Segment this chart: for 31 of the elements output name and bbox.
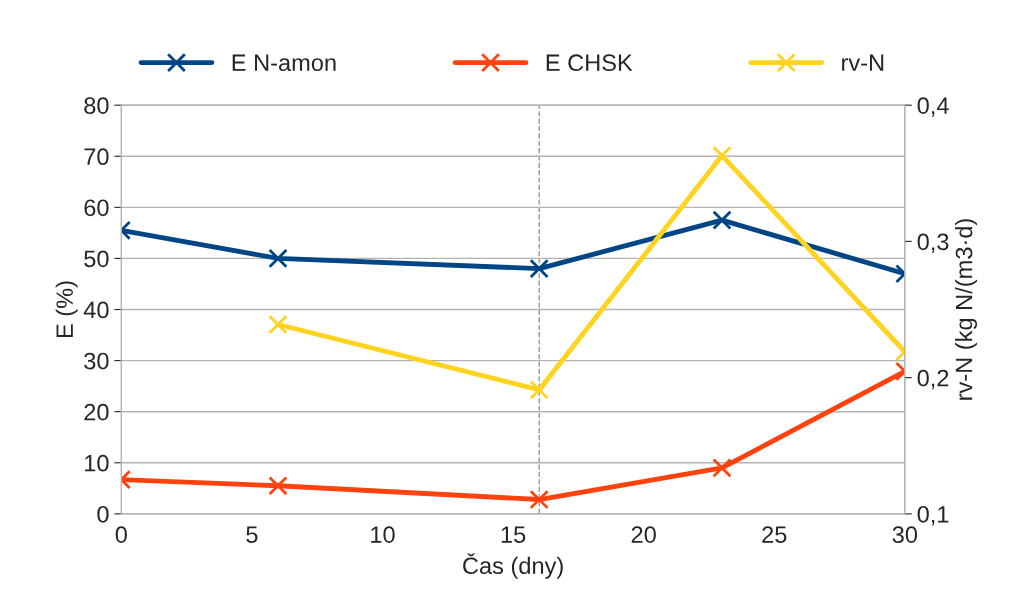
- y2-tick-label: 0,1: [917, 505, 949, 526]
- point: [712, 145, 732, 166]
- point: [529, 489, 549, 510]
- x-tick-label: 25: [762, 526, 787, 543]
- y-tick-label: 60: [84, 199, 109, 217]
- y2-axis-title: rv-N (kg N/(m3·d): [955, 219, 978, 400]
- point: [268, 314, 288, 335]
- y-axis-title: E (%): [55, 281, 78, 338]
- y-tick-label: 70: [84, 148, 109, 166]
- y-tick-label: 0: [97, 505, 109, 523]
- y-tick-label: 10: [85, 454, 109, 472]
- y-tick-label: 80: [84, 97, 109, 114]
- y-tick-label: 40: [83, 301, 109, 319]
- y-tick-label: 20: [84, 403, 109, 421]
- x-tick-label: 15: [501, 526, 526, 543]
- x-tick-label: 20: [631, 526, 656, 543]
- x-tick-label: 0: [115, 526, 127, 543]
- legend-label: E N-amon: [232, 54, 336, 72]
- point: [529, 380, 549, 400]
- x-tick-label: 10: [371, 526, 395, 543]
- x-axis-title: Čas (dny): [463, 553, 563, 579]
- x-tick-label: 30: [892, 526, 918, 543]
- y2-tick-label: 0,4: [917, 97, 949, 117]
- x-tick-label: 5: [246, 526, 258, 543]
- y2-tick-label: 0,2: [917, 369, 949, 390]
- y-tick-label: 50: [84, 250, 109, 268]
- y-tick-label: 30: [84, 352, 109, 370]
- legend-label: rv-N: [842, 54, 884, 71]
- point: [529, 258, 549, 279]
- legend-label: E CHSK: [546, 54, 633, 72]
- y2-tick-label: 0,3: [917, 233, 949, 253]
